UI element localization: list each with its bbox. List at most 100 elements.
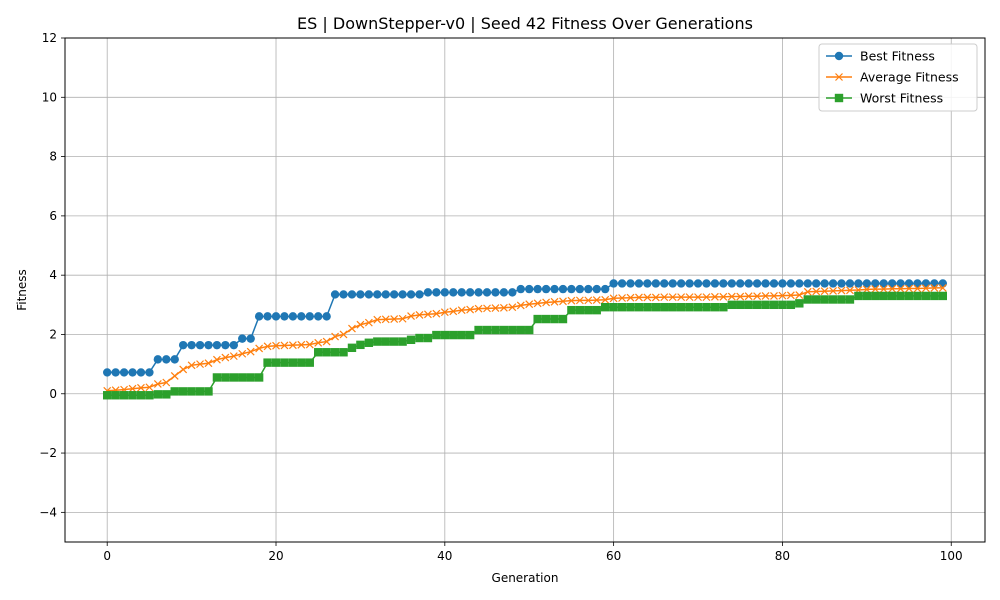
data-point bbox=[626, 279, 635, 288]
plot-frame bbox=[64, 37, 986, 543]
data-point bbox=[617, 279, 627, 288]
data-point bbox=[795, 291, 804, 299]
data-point bbox=[263, 342, 272, 351]
data-point bbox=[786, 291, 795, 300]
data-point bbox=[600, 284, 610, 294]
data-point bbox=[575, 296, 584, 305]
data-point bbox=[795, 279, 804, 288]
data-point bbox=[305, 358, 314, 367]
data-point bbox=[263, 358, 272, 367]
data-point bbox=[778, 300, 787, 310]
data-point bbox=[879, 285, 888, 294]
data-point bbox=[752, 279, 762, 288]
data-point bbox=[643, 293, 652, 302]
data-point bbox=[668, 279, 677, 288]
x-axis-label: Generation bbox=[492, 571, 559, 585]
data-point bbox=[719, 292, 728, 301]
data-point bbox=[179, 365, 188, 374]
data-point bbox=[609, 279, 618, 288]
data-point bbox=[297, 358, 306, 367]
x-tick-label: 20 bbox=[268, 549, 283, 563]
data-point bbox=[330, 290, 340, 299]
data-point bbox=[187, 340, 196, 350]
data-point bbox=[440, 308, 449, 317]
data-point bbox=[567, 284, 576, 294]
y-tick-label: 4 bbox=[49, 268, 57, 282]
data-point bbox=[229, 340, 239, 350]
data-point bbox=[111, 391, 120, 400]
data-point bbox=[297, 340, 306, 349]
data-point bbox=[761, 300, 770, 310]
data-point bbox=[339, 290, 348, 299]
data-point bbox=[347, 343, 357, 353]
data-point bbox=[854, 279, 863, 288]
data-point bbox=[499, 303, 508, 312]
x-tick-label: 100 bbox=[940, 549, 963, 563]
data-point bbox=[829, 286, 837, 295]
data-point bbox=[347, 290, 357, 299]
legend-swatch-marker bbox=[834, 51, 844, 61]
chart-title: ES | DownStepper-v0 | Seed 42 Fitness Ov… bbox=[297, 14, 753, 33]
data-point bbox=[761, 292, 770, 300]
data-point bbox=[288, 312, 298, 321]
data-point bbox=[195, 340, 205, 350]
data-point bbox=[930, 291, 939, 301]
data-point bbox=[516, 325, 525, 335]
data-point bbox=[651, 302, 661, 312]
data-point bbox=[432, 288, 441, 297]
x-tick-label: 40 bbox=[437, 549, 452, 563]
data-point bbox=[533, 314, 542, 324]
data-point bbox=[651, 279, 661, 288]
data-point bbox=[466, 305, 475, 314]
data-point bbox=[542, 298, 551, 307]
data-point bbox=[879, 291, 888, 301]
data-point bbox=[702, 293, 711, 302]
data-point bbox=[558, 314, 568, 324]
data-point bbox=[305, 340, 314, 349]
data-point bbox=[406, 335, 416, 345]
data-point bbox=[651, 293, 660, 302]
data-point bbox=[145, 368, 154, 377]
data-point bbox=[837, 295, 846, 304]
data-point bbox=[811, 295, 821, 304]
legend-swatch-marker bbox=[834, 93, 844, 103]
data-point bbox=[600, 302, 610, 312]
data-point bbox=[424, 310, 432, 319]
data-point bbox=[837, 279, 846, 288]
data-point bbox=[288, 358, 298, 367]
data-point bbox=[685, 302, 694, 312]
data-point bbox=[846, 286, 854, 295]
data-point bbox=[322, 312, 331, 321]
data-point bbox=[930, 284, 939, 292]
data-point bbox=[381, 315, 390, 324]
data-point bbox=[736, 292, 745, 301]
data-point bbox=[238, 334, 247, 343]
data-point bbox=[499, 288, 509, 297]
data-point bbox=[812, 287, 821, 296]
data-point bbox=[330, 348, 340, 357]
data-point bbox=[415, 310, 424, 319]
data-point bbox=[389, 337, 399, 346]
data-point bbox=[601, 295, 610, 304]
data-point bbox=[128, 391, 137, 400]
data-point bbox=[196, 360, 204, 369]
data-point bbox=[229, 373, 239, 382]
data-point bbox=[609, 294, 618, 303]
data-point bbox=[635, 293, 643, 302]
data-point bbox=[373, 315, 382, 324]
data-point bbox=[339, 330, 348, 339]
data-point bbox=[930, 279, 939, 288]
data-point bbox=[170, 387, 179, 396]
data-point bbox=[584, 305, 593, 315]
data-point bbox=[136, 368, 146, 377]
data-point bbox=[905, 284, 913, 293]
data-point bbox=[348, 324, 356, 333]
data-point bbox=[364, 290, 374, 299]
data-point bbox=[803, 295, 812, 304]
data-point bbox=[550, 314, 559, 324]
data-point bbox=[128, 368, 137, 377]
data-point bbox=[550, 297, 559, 306]
data-point bbox=[744, 292, 753, 301]
data-point bbox=[272, 341, 280, 350]
data-point bbox=[921, 284, 930, 293]
